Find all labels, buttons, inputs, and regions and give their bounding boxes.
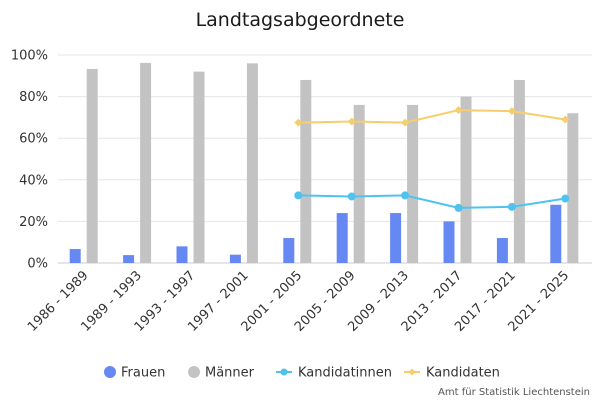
legend-marker [408, 368, 416, 376]
point-kandidatinnen [347, 192, 356, 201]
point-kandidaten [347, 117, 356, 126]
bar-männer [353, 104, 365, 263]
legend-label: Kandidaten [426, 366, 500, 381]
y-tick-label: 20% [19, 215, 48, 230]
bar-männer [460, 96, 472, 263]
bar-männer [193, 71, 205, 263]
bar-frauen [123, 255, 135, 263]
point-kandidaten [454, 106, 463, 115]
legend-item-männer[interactable]: Männer [188, 366, 255, 381]
line-kandidaten [298, 109, 566, 124]
y-axis-ticks: 0% 20% 40% 60% 80% 100% [11, 49, 48, 272]
point-kandidatinnen [454, 203, 463, 212]
legend: Frauen Männer Kandidatinnen Kandidaten [104, 366, 500, 381]
bars [69, 62, 579, 264]
bar-männer [140, 62, 152, 264]
chart-title: Landtagsabgeordnete [196, 9, 405, 31]
lines [294, 106, 570, 212]
bar-frauen [390, 213, 402, 263]
bar-männer [407, 104, 419, 263]
bar-frauen [336, 213, 348, 263]
point-kandidaten [507, 107, 516, 116]
bar-männer [300, 79, 312, 264]
bar-männer [513, 79, 525, 264]
line-kandidatinnen [298, 194, 566, 209]
point-kandidaten [401, 118, 410, 127]
point-kandidaten [294, 118, 303, 127]
bar-frauen [229, 254, 241, 263]
legend-label: Kandidatinnen [298, 366, 392, 381]
bar-männer [567, 113, 579, 264]
bar-frauen [443, 221, 455, 263]
point-kandidatinnen [507, 202, 516, 211]
legend-item-kandidaten[interactable]: Kandidaten [404, 366, 500, 381]
y-tick-label: 0% [27, 257, 48, 272]
bar-frauen [550, 204, 562, 263]
legend-label: Frauen [121, 366, 165, 381]
point-kandidatinnen [561, 194, 570, 203]
legend-label: Männer [205, 366, 255, 381]
y-tick-label: 100% [11, 49, 48, 64]
bar-frauen [496, 238, 508, 263]
legend-item-frauen[interactable]: Frauen [104, 366, 165, 381]
y-tick-label: 60% [19, 132, 48, 147]
point-kandidatinnen [401, 191, 410, 200]
legend-marker [280, 368, 288, 376]
bar-frauen [176, 246, 188, 263]
point-kandidatinnen [294, 191, 303, 200]
gridlines [58, 54, 592, 264]
bar-frauen [283, 238, 295, 263]
legend-marker [188, 366, 200, 378]
y-tick-label: 80% [19, 90, 48, 105]
point-kandidaten [561, 115, 570, 124]
legend-item-kandidatinnen[interactable]: Kandidatinnen [276, 366, 392, 381]
bar-frauen [69, 249, 81, 263]
y-tick-label: 40% [19, 173, 48, 188]
bar-männer [246, 63, 258, 263]
legend-marker [104, 366, 116, 378]
bar-männer [86, 68, 98, 263]
source-credit: Amt für Statistik Liechtenstein [438, 387, 590, 398]
